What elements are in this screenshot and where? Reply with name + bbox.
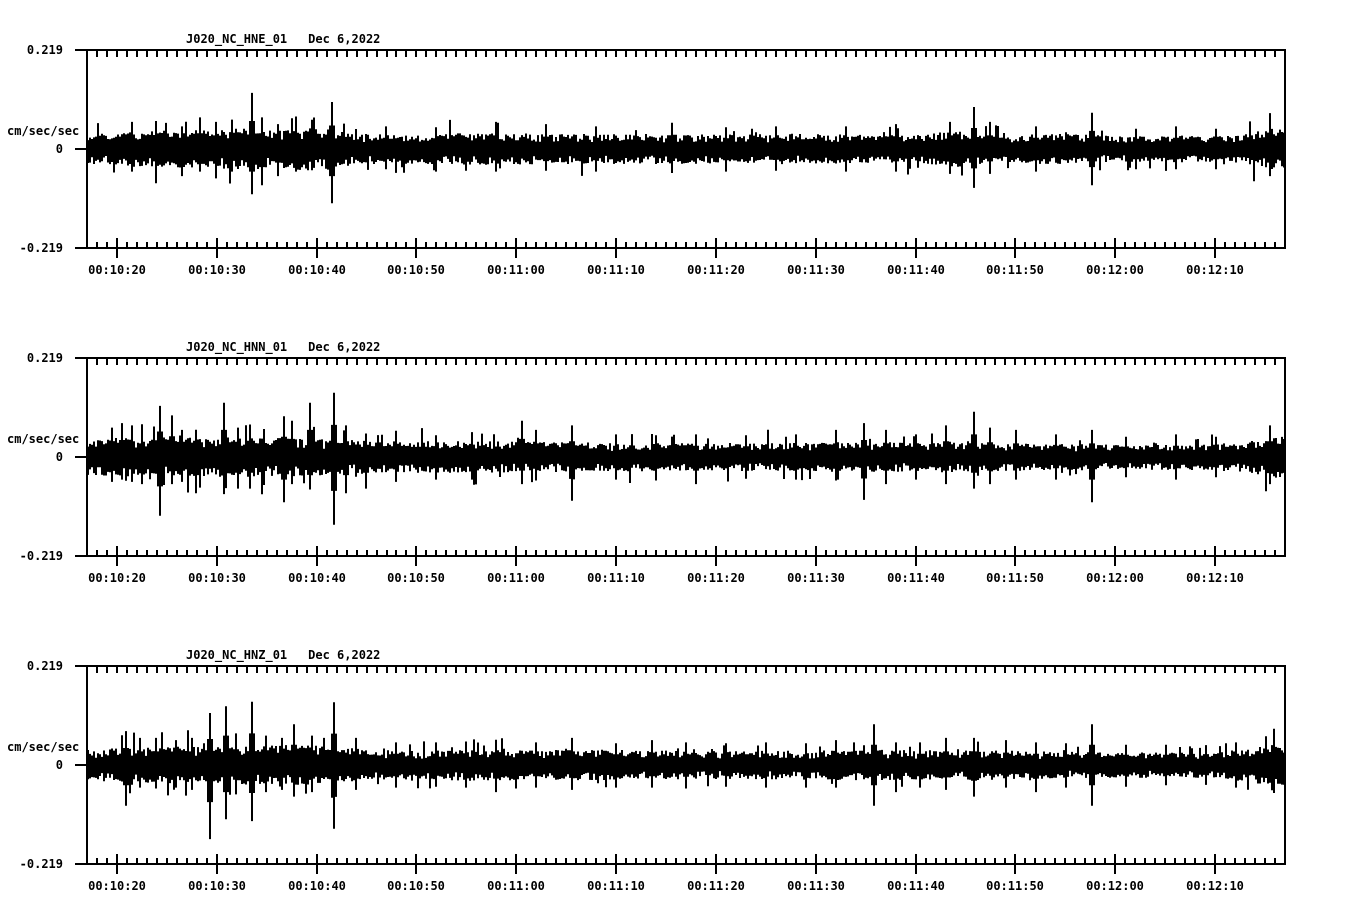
panel-title: J020_NC_HNN_01 Dec 6,2022 [186, 340, 380, 354]
x-tick-label: 00:11:20 [687, 571, 745, 585]
x-tick-label: 00:12:00 [1086, 263, 1144, 277]
y-axis-min-label: -0.219 [19, 857, 63, 871]
seismogram-plot-hne [75, 49, 1286, 258]
y-axis-max-label: 0.219 [26, 659, 63, 673]
seismogram-panel-hne: J020_NC_HNE_01 Dec 6,2022 0.219 cm/sec/se… [0, 0, 1358, 308]
x-tick-label: 00:11:00 [487, 879, 545, 893]
x-tick-label: 00:12:00 [1086, 571, 1144, 585]
x-tick-label: 00:10:20 [88, 571, 146, 585]
x-tick-label: 00:10:30 [188, 571, 246, 585]
x-tick-label: 00:12:10 [1186, 571, 1244, 585]
x-tick-label: 00:12:10 [1186, 263, 1244, 277]
x-tick-label: 00:11:30 [787, 879, 845, 893]
seismogram-plot-hnn [75, 357, 1286, 566]
panel-title: J020_NC_HNE_01 Dec 6,2022 [186, 32, 380, 46]
x-tick-label: 00:10:30 [188, 263, 246, 277]
x-tick-label: 00:10:50 [387, 879, 445, 893]
x-tick-label: 00:11:40 [887, 263, 945, 277]
y-axis-zero-label: 0 [55, 758, 63, 772]
y-axis-zero-label: 0 [55, 142, 63, 156]
x-tick-label: 00:11:30 [787, 571, 845, 585]
x-tick-label: 00:11:50 [986, 879, 1044, 893]
waveform-trace [87, 701, 1285, 840]
y-axis-max-label: 0.219 [26, 351, 63, 365]
waveform-trace [87, 92, 1285, 204]
date-label: Dec 6,2022 [308, 32, 381, 46]
panel-title: J020_NC_HNZ_01 Dec 6,2022 [186, 648, 380, 662]
x-tick-label: 00:12:10 [1186, 879, 1244, 893]
x-tick-label: 00:10:40 [288, 571, 346, 585]
x-tick-label: 00:10:30 [188, 879, 246, 893]
date-label: Dec 6,2022 [308, 648, 381, 662]
x-tick-label: 00:11:50 [986, 263, 1044, 277]
x-tick-label: 00:10:50 [387, 263, 445, 277]
y-axis-max-label: 0.219 [26, 43, 63, 57]
x-tick-label: 00:11:00 [487, 263, 545, 277]
x-axis-labels: 00:10:20 00:10:30 00:10:40 00:10:50 00:11:00… [0, 263, 1358, 279]
x-tick-label: 00:11:20 [687, 263, 745, 277]
x-tick-label: 00:10:40 [288, 879, 346, 893]
x-tick-label: 00:11:30 [787, 263, 845, 277]
seismogram-panel-hnz: J020_NC_HNZ_01 Dec 6,2022 0.219 cm/sec/se… [0, 616, 1358, 924]
x-tick-label: 00:10:20 [88, 263, 146, 277]
x-tick-label: 00:10:50 [387, 571, 445, 585]
x-tick-label: 00:11:40 [887, 879, 945, 893]
x-tick-label: 00:11:40 [887, 571, 945, 585]
x-tick-label: 00:10:20 [88, 879, 146, 893]
y-axis-unit-label: cm/sec/sec [7, 740, 80, 754]
y-axis-unit-label: cm/sec/sec [7, 432, 80, 446]
station-channel-label: J020_NC_HNZ_01 [186, 648, 288, 662]
station-channel-label: J020_NC_HNN_01 [186, 340, 288, 354]
x-tick-label: 00:11:10 [587, 263, 645, 277]
waveform-trace [87, 392, 1285, 525]
x-axis-labels: 00:10:20 00:10:30 00:10:40 00:10:50 00:11:00… [0, 571, 1358, 587]
x-tick-label: 00:11:00 [487, 571, 545, 585]
y-axis-min-label: -0.219 [19, 549, 63, 563]
x-tick-label: 00:11:20 [687, 879, 745, 893]
x-tick-label: 00:11:10 [587, 879, 645, 893]
x-tick-label: 00:10:40 [288, 263, 346, 277]
x-tick-label: 00:11:10 [587, 571, 645, 585]
seismogram-plot-hnz [75, 665, 1286, 874]
y-axis-min-label: -0.219 [19, 241, 63, 255]
seismogram-panel-hnn: J020_NC_HNN_01 Dec 6,2022 0.219 cm/sec/se… [0, 308, 1358, 616]
date-label: Dec 6,2022 [308, 340, 381, 354]
y-axis-unit-label: cm/sec/sec [7, 124, 80, 138]
station-channel-label: J020_NC_HNE_01 [186, 32, 288, 46]
y-axis-zero-label: 0 [55, 450, 63, 464]
x-tick-label: 00:11:50 [986, 571, 1044, 585]
x-tick-label: 00:12:00 [1086, 879, 1144, 893]
x-axis-labels: 00:10:20 00:10:30 00:10:40 00:10:50 00:11:00… [0, 879, 1358, 895]
